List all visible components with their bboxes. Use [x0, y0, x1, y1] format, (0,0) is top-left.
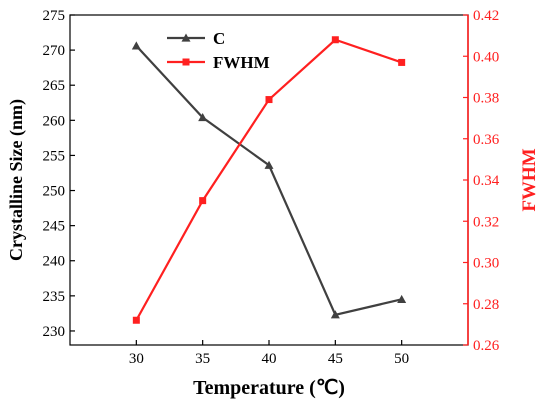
x-tick-label: 40 — [262, 351, 277, 367]
x-tick-label: 30 — [129, 351, 144, 367]
data-point-c — [131, 41, 141, 50]
plot-layer — [131, 36, 407, 324]
data-point-fwhm — [331, 36, 339, 44]
data-point-c — [330, 310, 340, 319]
legend-label: FWHM — [213, 53, 270, 72]
data-point-c — [198, 113, 208, 122]
right-y-tick-label: 0.42 — [473, 8, 499, 24]
left-y-tick-label: 245 — [43, 219, 66, 235]
legend: C FWHM — [167, 29, 270, 72]
x-axis-title: Temperature (℃) — [193, 377, 345, 399]
right-y-tick-label: 0.30 — [473, 256, 499, 272]
left-y-tick-label: 240 — [43, 254, 66, 270]
legend-marker — [182, 58, 190, 66]
left-y-axis: 230 235 240 245 250 255 260 265 270 275 — [43, 8, 75, 340]
series-line-fwhm — [135, 38, 403, 321]
series-line-c — [135, 45, 402, 317]
x-tick-label: 50 — [394, 351, 409, 367]
left-y-tick-label: 230 — [43, 324, 66, 340]
x-axis: 30 35 40 45 50 — [129, 340, 409, 367]
right-y-tick-label: 0.32 — [473, 214, 499, 230]
data-point-c — [397, 294, 407, 303]
right-y-tick-label: 0.28 — [473, 297, 499, 313]
left-y-tick-label: 235 — [43, 289, 66, 305]
legend-label: C — [213, 29, 225, 48]
left-y-tick-label: 275 — [43, 8, 66, 24]
data-point-fwhm — [398, 58, 406, 66]
left-y-tick-label: 255 — [43, 148, 66, 164]
left-y-axis-title: Crystalline Size (nm) — [6, 99, 27, 261]
right-y-axis-title: FWHM — [519, 148, 540, 211]
right-y-tick-label: 0.26 — [473, 338, 500, 354]
right-y-tick-label: 0.34 — [473, 173, 500, 189]
x-tick-label: 35 — [195, 351, 210, 367]
right-y-axis: 0.26 0.28 0.30 0.32 0.34 0.36 0.38 0.40 0.42 — [463, 8, 500, 354]
right-y-tick-label: 0.36 — [473, 132, 500, 148]
legend-marker — [181, 33, 191, 42]
x-tick-label: 45 — [328, 351, 343, 367]
data-point-fwhm — [265, 96, 273, 104]
left-y-tick-label: 270 — [43, 43, 66, 59]
data-point-fwhm — [199, 197, 207, 205]
data-point-c — [264, 160, 274, 169]
left-y-tick-label: 250 — [43, 184, 66, 200]
data-point-fwhm — [132, 316, 140, 324]
left-y-tick-label: 260 — [43, 113, 66, 129]
right-y-tick-label: 0.40 — [473, 49, 499, 65]
left-y-tick-label: 265 — [43, 78, 66, 94]
right-y-tick-label: 0.38 — [473, 91, 499, 107]
